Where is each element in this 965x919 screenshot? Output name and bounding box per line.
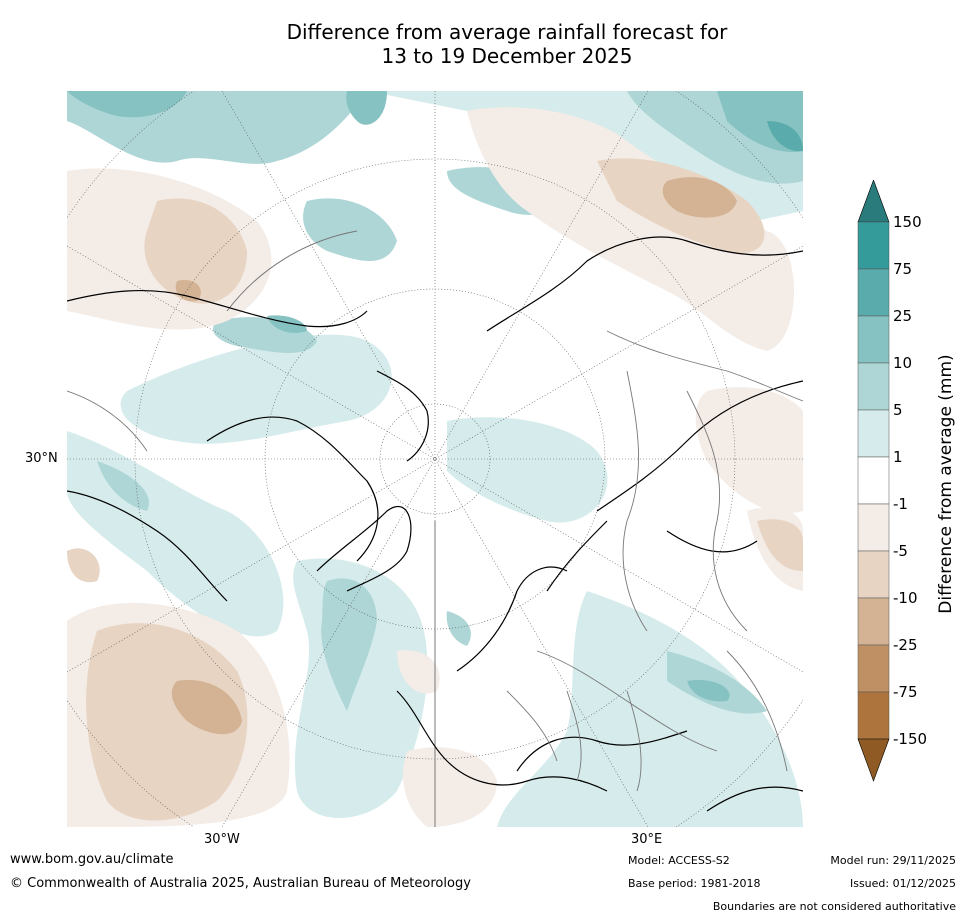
coastlines (67, 236, 803, 812)
footer-copyright: © Commonwealth of Australia 2025, Austra… (10, 876, 471, 891)
reference-lines (226, 230, 436, 827)
footer-model-run: Model run: 29/11/2025 (830, 854, 956, 867)
colorbar-tick-label: -75 (893, 683, 918, 701)
colorbar-cell (857, 409, 890, 458)
colorbar-cell (857, 550, 890, 599)
title-line-2: 13 to 19 December 2025 (381, 44, 633, 68)
colorbar-tick-label: -1 (893, 495, 908, 513)
colorbar-title: Difference from average (mm) (936, 354, 956, 614)
map-title: Difference from average rainfall forecas… (0, 20, 965, 68)
colorbar-cell (857, 268, 890, 317)
colorbar-tick-label: -25 (893, 636, 918, 654)
colorbar (857, 180, 890, 782)
dark-brown-regions (171, 177, 737, 735)
title-line-1: Difference from average rainfall forecas… (286, 20, 728, 44)
colorbar-tick-label: -10 (893, 589, 918, 607)
lat-label-30n: 30°N (25, 451, 58, 466)
colorbar-tick-label: -150 (893, 730, 928, 748)
colorbar-tick-label: -5 (893, 542, 908, 560)
lon-label-30e: 30°E (631, 832, 663, 847)
colorbar-tick-label: 75 (893, 260, 913, 278)
colorbar-tick-label: 150 (893, 213, 922, 231)
deepest-teal-regions (767, 121, 803, 152)
colorbar-cell (857, 503, 890, 552)
colorbar-extend-bottom (857, 738, 890, 782)
footer-model: Model: ACCESS-S2 (628, 854, 730, 867)
colorbar-cell (857, 691, 890, 740)
colorbar-cell (857, 456, 890, 505)
colorbar-cell (857, 315, 890, 364)
colorbar-extend-top (857, 180, 890, 223)
colorbar-tick-label: 25 (893, 307, 913, 325)
colorbar-tick-label: 1 (893, 448, 903, 466)
footer-disclaimer: Boundaries are not considered authoritat… (712, 900, 956, 913)
colorbar-cell (857, 597, 890, 646)
country-borders (67, 330, 803, 792)
footer-base-period: Base period: 1981-2018 (628, 877, 761, 890)
colorbar-tick-label: 5 (893, 401, 903, 419)
footer-website: www.bom.gov.au/climate (10, 852, 174, 867)
lon-label-30w: 30°W (204, 832, 240, 847)
rainfall-map (67, 91, 803, 827)
colorbar-cells (857, 180, 890, 782)
colorbar-cell (857, 644, 890, 693)
colorbar-tick-label: 10 (893, 354, 913, 372)
colorbar-cell (857, 221, 890, 270)
colorbar-cell (857, 362, 890, 411)
footer-issued: Issued: 01/12/2025 (849, 877, 956, 890)
